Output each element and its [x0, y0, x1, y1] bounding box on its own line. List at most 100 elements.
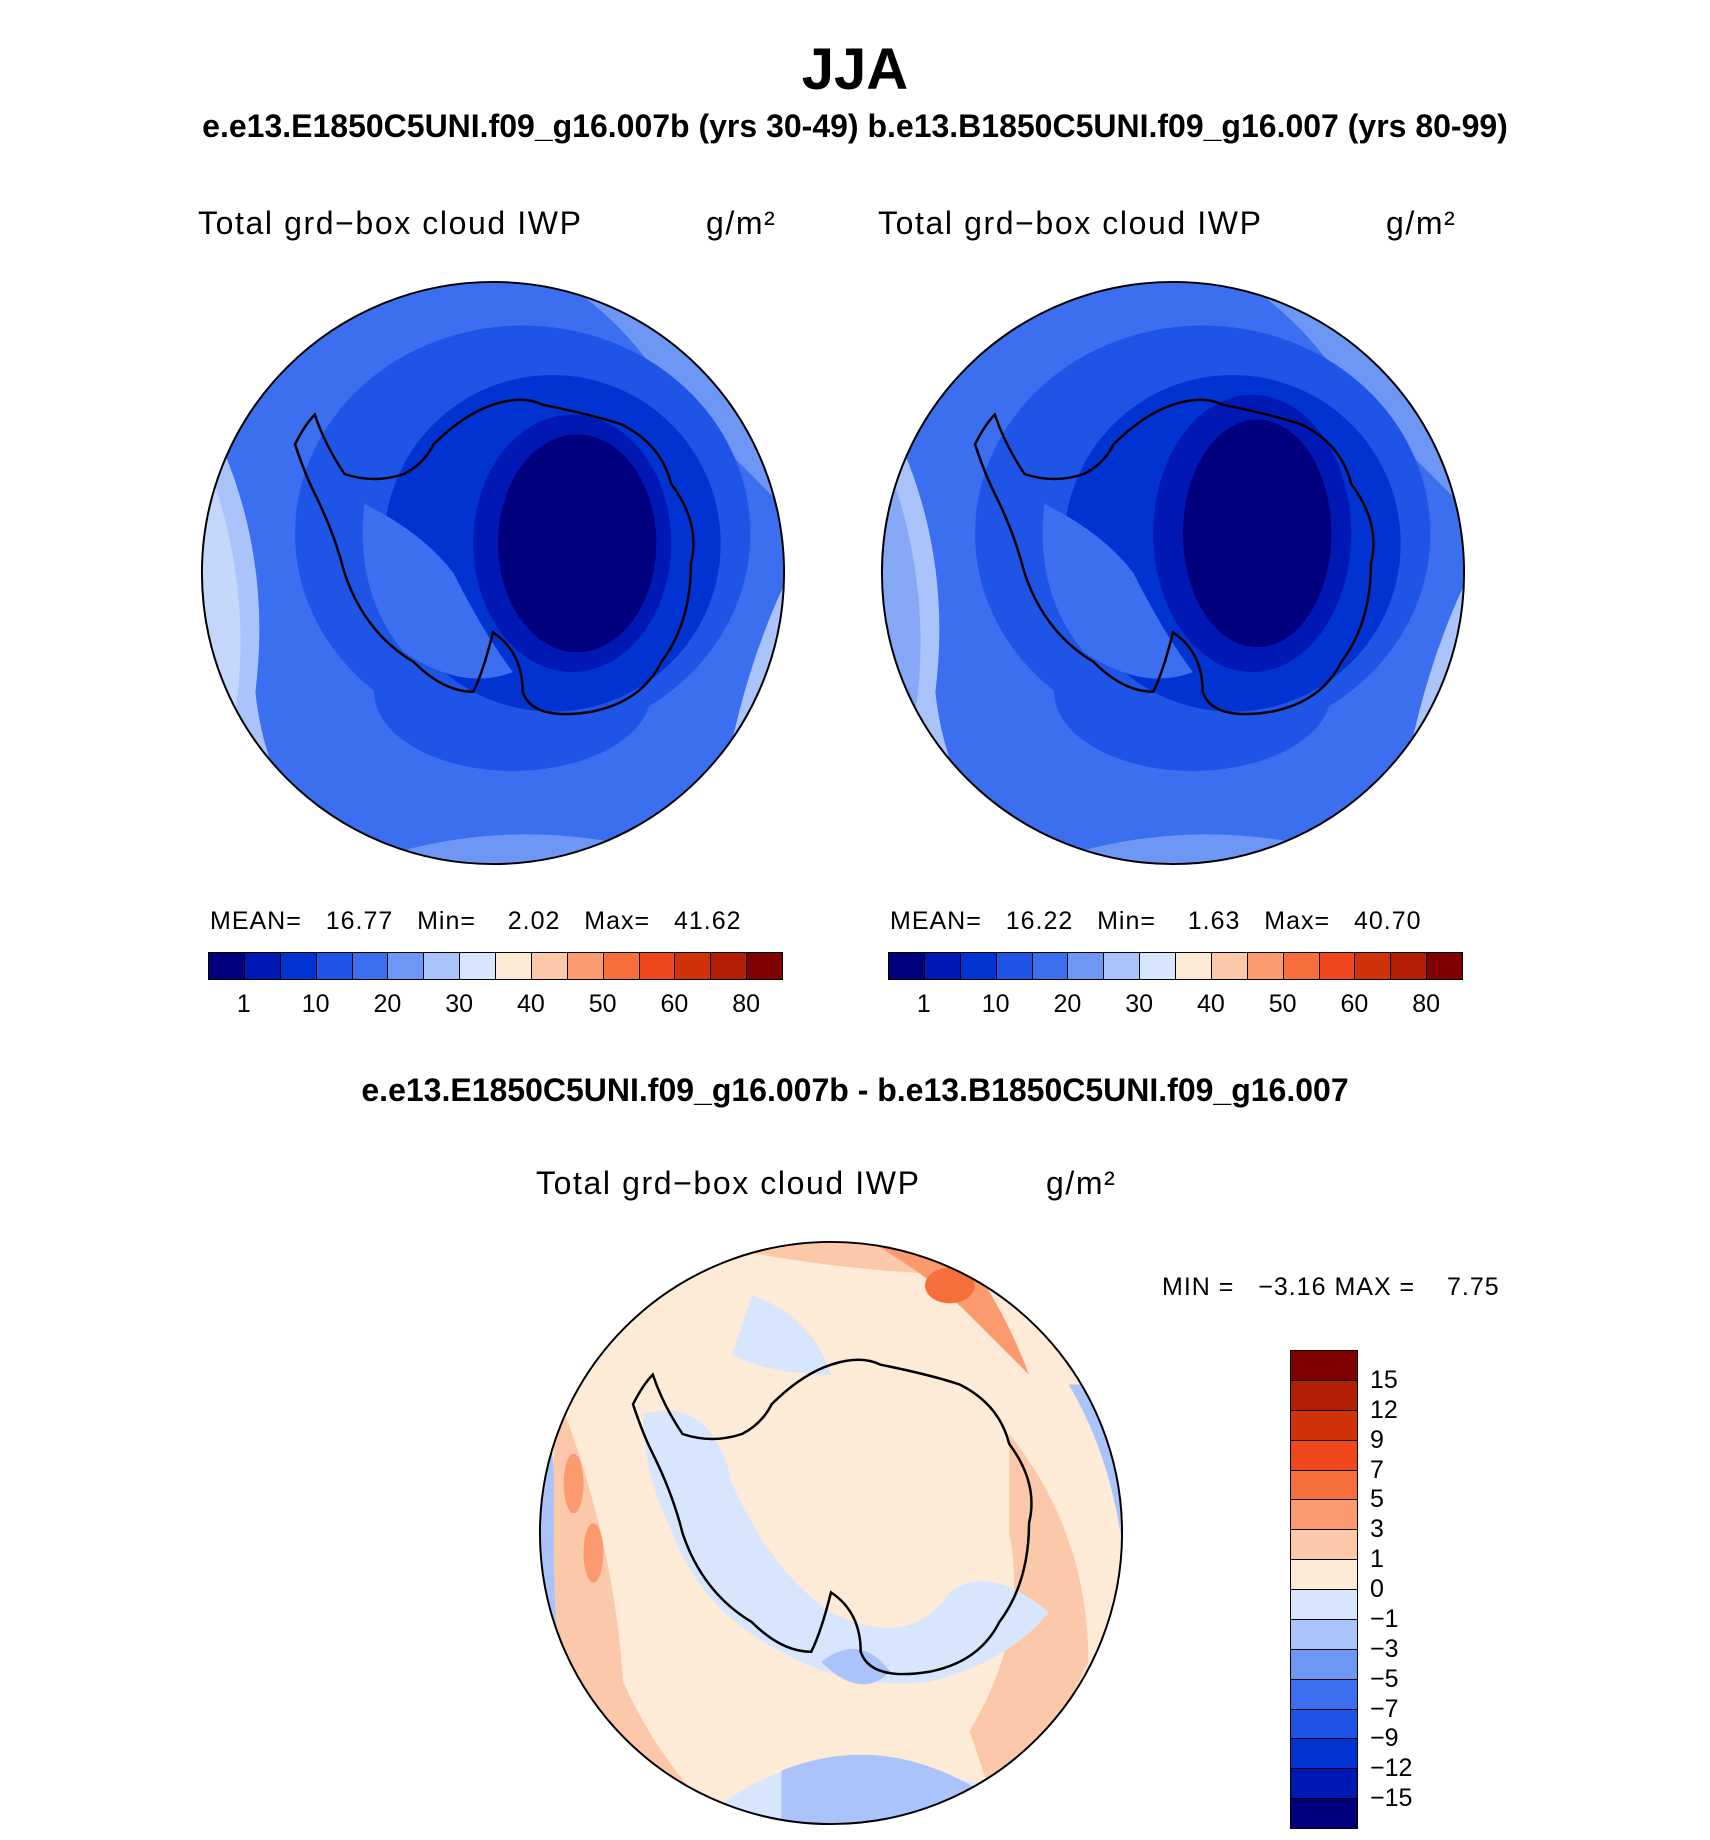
- panel1-colorbar-swatch: [746, 952, 783, 980]
- diff-colorbar-tick-label: −12: [1370, 1754, 1413, 1783]
- panel1-colorbar-swatch: [566, 952, 604, 980]
- diff-colorbar-tick-label: −1: [1370, 1604, 1399, 1633]
- diff-max-value: 7.75: [1446, 1273, 1500, 1301]
- diff-colorbar-swatch: [1290, 1768, 1358, 1800]
- panel2-colorbar-swatch: [923, 952, 961, 980]
- panel2-colorbar-tick-label: 40: [1196, 990, 1225, 1018]
- panel1-colorbar-swatch: [638, 952, 676, 980]
- diff-colorbar-tick-label: −15: [1370, 1784, 1413, 1813]
- diff-colorbar-swatch: [1290, 1439, 1358, 1471]
- panel2-colorbar-swatch: [959, 952, 997, 980]
- diff-colorbar-swatch: [1290, 1409, 1358, 1441]
- panel1-mean-label: MEAN=: [210, 907, 302, 935]
- panel2-colorbar-tick-label: 50: [1268, 990, 1297, 1018]
- diff-colorbar-swatch: [1290, 1678, 1358, 1710]
- panel1-colorbar-tick-label: 60: [660, 990, 689, 1018]
- panel1-colorbar-swatch: [674, 952, 712, 980]
- panel1-colorbar-swatch: [530, 952, 568, 980]
- panel1-colorbar-swatch: [459, 952, 496, 980]
- diff-min-label: MIN =: [1162, 1273, 1235, 1301]
- panel2-mean-value: 16.22: [1005, 907, 1074, 935]
- diff-colorbar-swatch: [1290, 1379, 1358, 1411]
- diff-colorbar-swatch: [1290, 1350, 1358, 1381]
- diff-colorbar-swatch: [1290, 1618, 1358, 1650]
- panel1-colorbar-swatch: [387, 952, 425, 980]
- panel2-colorbar-swatch: [1210, 952, 1248, 980]
- diff-colorbar-tick-label: −7: [1370, 1694, 1399, 1723]
- diff-colorbar-tick-label: 7: [1370, 1455, 1384, 1484]
- diff-colorbar-swatch: [1290, 1499, 1358, 1531]
- diff-colorbar-tick-label: 3: [1370, 1515, 1384, 1544]
- panel1-colorbar-swatch: [351, 952, 389, 980]
- diff-colorbar-tick-label: −9: [1370, 1724, 1399, 1753]
- panel1-colorbar-tick-label: 1: [236, 990, 251, 1018]
- panel1-min-label: Min=: [417, 907, 476, 935]
- panel1-colorbar-tick-label: 10: [301, 990, 330, 1018]
- panel2-colorbar-swatch: [1175, 952, 1212, 980]
- panel2-max-value: 40.70: [1353, 907, 1422, 935]
- diff-colorbar-swatch: [1290, 1559, 1358, 1590]
- panel1-colorbar-swatch: [243, 952, 281, 980]
- panel1-colorbar-swatch: [208, 952, 245, 980]
- panel1-colorbar-tick-label: 20: [373, 990, 402, 1018]
- panel1-colorbar-tick-label: 30: [445, 990, 474, 1018]
- diff-colorbar-tick-label: 9: [1370, 1425, 1384, 1454]
- panel1-map: [200, 280, 786, 866]
- panel2-colorbar: [888, 952, 1463, 980]
- panel2-variable-label: Total grd−box cloud IWP: [878, 205, 1263, 241]
- diff-minmax: MIN = −3.16 MAX = 7.75: [1162, 1273, 1500, 1302]
- panel2-colorbar-swatch: [1139, 952, 1176, 980]
- panel2-colorbar-swatch: [995, 952, 1033, 980]
- panel2-colorbar-tick-label: 30: [1125, 990, 1154, 1018]
- panel1-colorbar-swatch: [423, 952, 461, 980]
- panel1-variable-label: Total grd−box cloud IWP: [198, 205, 583, 241]
- panel2-min-value: 1.63: [1187, 907, 1241, 935]
- panel1-min-value: 2.02: [507, 907, 561, 935]
- panel1-colorbar-swatch: [602, 952, 640, 980]
- panel2-min-label: Min=: [1097, 907, 1156, 935]
- panel2-colorbar-swatch: [1390, 952, 1428, 980]
- panel1-colorbar-swatch: [495, 952, 532, 980]
- panel2-colorbar-swatch: [1031, 952, 1069, 980]
- panel2-colorbar-swatch: [1426, 952, 1463, 980]
- diff-colorbar-swatch: [1290, 1798, 1358, 1829]
- subtitle: e.e13.E1850C5UNI.f09_g16.007b (yrs 30-49…: [202, 108, 1508, 144]
- diff-colorbar-tick-label: 1: [1370, 1545, 1384, 1574]
- diff-colorbar-tick-label: 15: [1370, 1365, 1398, 1394]
- panel1-colorbar: [208, 952, 783, 980]
- diff-min-value: −3.16: [1258, 1273, 1327, 1301]
- panel1-stats: MEAN= 16.77 Min= 2.02 Max= 41.62: [210, 907, 742, 936]
- panel2-colorbar-swatch: [1067, 952, 1105, 980]
- panel2-colorbar-tick-label: 10: [981, 990, 1010, 1018]
- diff-colorbar-tick-label: −3: [1370, 1634, 1399, 1663]
- diff-colorbar-swatch: [1290, 1738, 1358, 1770]
- panel1-colorbar-tick-label: 40: [516, 990, 545, 1018]
- panel2-colorbar-swatch: [1246, 952, 1284, 980]
- panel2-colorbar-labels: 1 10 20 30 40 50 60 80: [888, 990, 1462, 1020]
- panel2-units-label: g/m²: [1386, 205, 1457, 241]
- diff-colorbar: [1290, 1350, 1358, 1829]
- panel2-colorbar-swatch: [1282, 952, 1320, 980]
- panel2-colorbar-swatch: [1318, 952, 1356, 980]
- panel1-max-value: 41.62: [673, 907, 742, 935]
- panel1-colorbar-swatch: [710, 952, 748, 980]
- panel1-colorbar-tick-label: 80: [732, 990, 761, 1018]
- panel2-colorbar-tick-label: 60: [1340, 990, 1369, 1018]
- panel1-colorbar-swatch: [315, 952, 353, 980]
- main-title: JJA: [801, 37, 909, 102]
- diff-colorbar-tick-label: 12: [1370, 1395, 1398, 1424]
- panel1-units-label: g/m²: [706, 205, 777, 241]
- diff-colorbar-swatch: [1290, 1708, 1358, 1740]
- panel2-stats: MEAN= 16.22 Min= 1.63 Max= 40.70: [890, 907, 1422, 936]
- diff-colorbar-swatch: [1290, 1469, 1358, 1501]
- diff-colorbar-swatch: [1290, 1648, 1358, 1680]
- diff-variable-label: Total grd−box cloud IWP: [536, 1165, 921, 1201]
- diff-colorbar-tick-label: 5: [1370, 1485, 1384, 1514]
- panel1-max-label: Max=: [584, 907, 651, 935]
- panel2-colorbar-tick-label: 20: [1053, 990, 1082, 1018]
- panel1-colorbar-labels: 1 10 20 30 40 50 60 80: [208, 990, 782, 1020]
- panel1-mean-value: 16.77: [325, 907, 394, 935]
- panel2-colorbar-swatch: [1103, 952, 1141, 980]
- panel1-colorbar-swatch: [279, 952, 317, 980]
- diff-units-label: g/m²: [1046, 1165, 1117, 1201]
